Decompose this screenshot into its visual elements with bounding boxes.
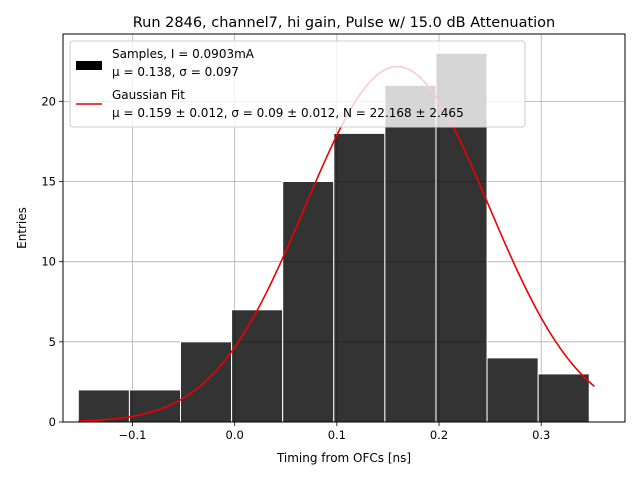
legend-histogram-swatch bbox=[76, 61, 102, 70]
legend-fit-label: Gaussian Fit bbox=[112, 88, 185, 102]
legend: Samples, I = 0.0903mA μ = 0.138, σ = 0.0… bbox=[69, 40, 526, 128]
y-tick-label: 10 bbox=[41, 255, 56, 269]
histogram-bar bbox=[128, 389, 182, 423]
x-axis-ticks: −0.1 0.0 0.1 0.2 0.3 bbox=[119, 422, 550, 442]
x-axis-label: Timing from OFCs [ns] bbox=[276, 451, 411, 465]
legend-fit-stats: μ = 0.159 ± 0.012, σ = 0.09 ± 0.012, N =… bbox=[112, 106, 464, 120]
y-axis-ticks: 0 5 10 15 20 bbox=[41, 94, 63, 429]
y-tick-label: 20 bbox=[41, 94, 56, 108]
y-axis-label: Entries bbox=[15, 207, 29, 249]
x-tick-label: 0.2 bbox=[430, 428, 448, 442]
x-tick-label: 0.1 bbox=[328, 428, 346, 442]
x-tick-label: 0.3 bbox=[532, 428, 550, 442]
x-tick-label: 0.0 bbox=[226, 428, 244, 442]
histogram-bar bbox=[537, 373, 590, 423]
plot-frame bbox=[62, 33, 626, 423]
histogram-bar bbox=[384, 84, 437, 423]
x-tick-label: −0.1 bbox=[119, 428, 147, 442]
legend-histogram-stats: μ = 0.138, σ = 0.097 bbox=[112, 65, 239, 79]
y-tick-label: 5 bbox=[49, 335, 56, 349]
gaussian-fit-curve bbox=[78, 65, 595, 422]
histogram-bar bbox=[333, 132, 386, 423]
legend-box bbox=[69, 40, 526, 128]
chart-title: Run 2846, channel7, hi gain, Pulse w/ 15… bbox=[133, 15, 556, 31]
legend-histogram-label: Samples, I = 0.0903mA bbox=[112, 47, 255, 61]
y-tick-label: 0 bbox=[49, 415, 56, 429]
histogram-bar bbox=[231, 309, 284, 423]
histogram-bar bbox=[486, 357, 539, 423]
histogram-bar bbox=[282, 181, 335, 423]
y-tick-label: 15 bbox=[41, 175, 56, 189]
